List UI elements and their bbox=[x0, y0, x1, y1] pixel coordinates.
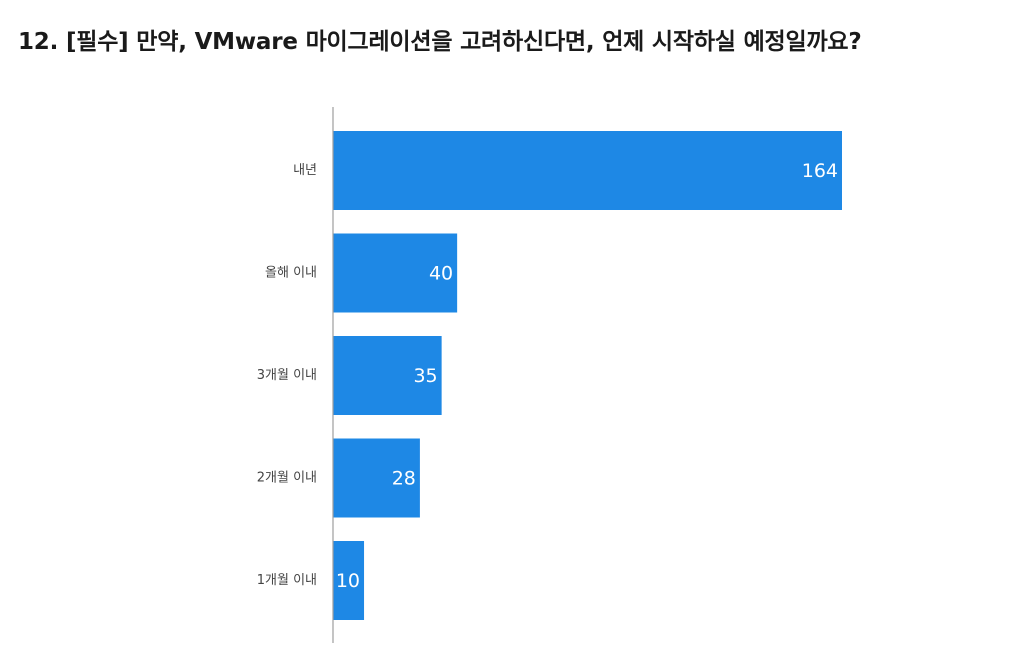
category-label: 3개월 이내 bbox=[257, 368, 317, 383]
bar bbox=[333, 438, 420, 518]
value-label: 164 bbox=[802, 160, 838, 182]
bar bbox=[333, 541, 365, 620]
category-label: 2개월 이내 bbox=[257, 471, 317, 486]
value-label: 40 bbox=[429, 263, 453, 285]
value-label: 10 bbox=[336, 570, 360, 592]
bars-group bbox=[333, 131, 842, 620]
value-label: 35 bbox=[413, 365, 437, 387]
bar bbox=[333, 336, 442, 415]
bar bbox=[333, 233, 458, 313]
bar bbox=[333, 131, 842, 210]
value-labels-group: 164 40 35 28 10 bbox=[336, 160, 838, 592]
category-label: 올해 이내 bbox=[265, 266, 317, 281]
chart-title: 12. [필수] 만약, VMware 마이그레이션을 고려하신다면, 언제 시… bbox=[18, 29, 862, 55]
category-label: 1개월 이내 bbox=[257, 573, 317, 588]
category-label: 내년 bbox=[293, 163, 317, 178]
value-label: 28 bbox=[392, 468, 416, 490]
